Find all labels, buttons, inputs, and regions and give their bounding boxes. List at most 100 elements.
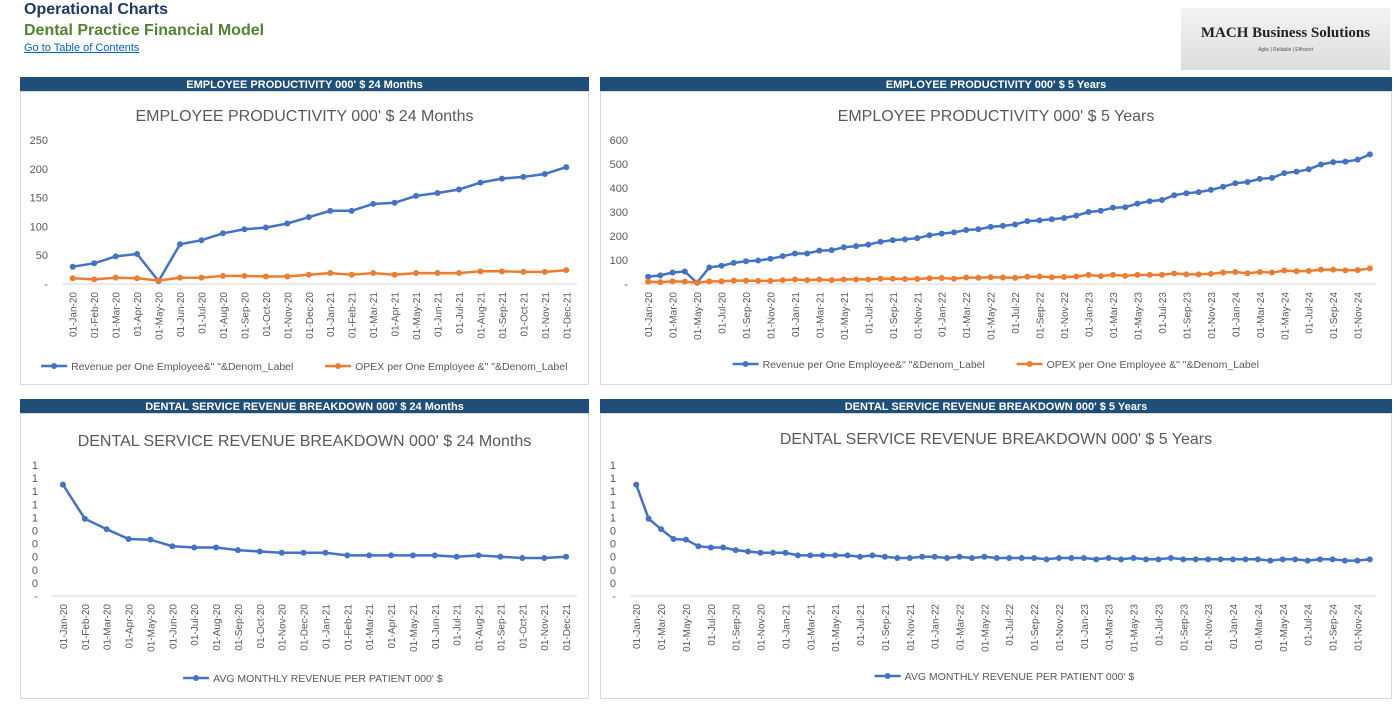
y-tick-label: 200 xyxy=(610,231,628,243)
point xyxy=(1254,556,1261,563)
y-tick-label: 1 xyxy=(32,499,38,511)
x-tick-label: 01-Nov-20 xyxy=(278,604,289,651)
x-tick-label: 01-Mar-22 xyxy=(955,604,966,651)
point xyxy=(455,186,462,193)
point xyxy=(1036,273,1043,280)
point xyxy=(169,543,176,550)
x-tick-label: 01-Mar-21 xyxy=(365,604,376,651)
point xyxy=(322,549,329,556)
x-tick-label: 01-Jul-20 xyxy=(190,604,201,646)
point xyxy=(219,230,226,237)
point xyxy=(305,271,312,278)
x-tick-label: 01-Nov-20 xyxy=(283,292,294,339)
x-tick-label: 01-Jan-20 xyxy=(644,292,655,337)
point xyxy=(657,279,664,286)
x-tick-label: 01-Apr-21 xyxy=(387,604,398,649)
point xyxy=(914,275,921,282)
x-tick-label: 01-Sep-24 xyxy=(1328,604,1339,651)
x-tick-label: 01-May-20 xyxy=(155,292,166,340)
x-tick-label: 01-Jan-21 xyxy=(791,292,802,337)
point xyxy=(1317,161,1324,168)
point xyxy=(718,262,725,269)
x-tick-label: 01-May-23 xyxy=(1130,604,1141,652)
banner-title: EMPLOYEE PRODUCTIVITY 000' $ 24 Months xyxy=(186,79,423,91)
point xyxy=(840,244,847,251)
x-tick-label: 01-Nov-24 xyxy=(1354,292,1365,339)
point xyxy=(498,268,505,275)
y-tick-label: - xyxy=(44,279,48,291)
page-subtitle: Dental Practice Financial Model xyxy=(24,22,265,39)
y-tick-label: 0 xyxy=(32,526,38,538)
point xyxy=(993,555,1000,562)
point xyxy=(213,544,220,551)
point xyxy=(1342,267,1349,274)
point xyxy=(305,214,312,221)
x-tick-label: 01-Oct-21 xyxy=(518,604,529,649)
point xyxy=(657,272,664,279)
point xyxy=(828,277,835,284)
point xyxy=(938,230,945,237)
point xyxy=(999,274,1006,281)
point xyxy=(944,555,951,562)
x-tick-label: 01-Sep-21 xyxy=(881,604,892,651)
point xyxy=(1341,557,1348,564)
point xyxy=(694,279,701,286)
point xyxy=(757,549,764,556)
point xyxy=(1207,270,1214,277)
point xyxy=(853,276,860,283)
point xyxy=(670,536,677,543)
x-tick-label: 01-Jan-24 xyxy=(1231,292,1242,337)
x-tick-label: 01-May-22 xyxy=(980,604,991,652)
point xyxy=(453,553,460,560)
x-tick-label: 01-Jul-22 xyxy=(1005,604,1016,646)
x-tick-label: 01-Mar-20 xyxy=(103,604,114,651)
point xyxy=(1217,556,1224,563)
point xyxy=(1242,556,1249,563)
x-tick-label: 01-Jun-20 xyxy=(168,604,179,649)
point xyxy=(828,247,835,254)
chart-title: DENTAL SERVICE REVENUE BREAKDOWN 000' $ … xyxy=(780,431,1212,448)
y-tick-label: 1 xyxy=(32,460,38,472)
x-tick-label: 01-Jul-21 xyxy=(856,604,867,646)
point xyxy=(906,555,913,562)
point xyxy=(498,175,505,182)
x-tick-label: 01-Jan-24 xyxy=(1229,604,1240,649)
y-tick-label: 100 xyxy=(30,221,48,233)
point xyxy=(198,237,205,244)
x-tick-label: 01-Nov-22 xyxy=(1055,604,1066,651)
point xyxy=(1292,556,1299,563)
point xyxy=(682,536,689,543)
point xyxy=(1158,197,1165,203)
y-tick-label: 0 xyxy=(32,578,38,590)
point xyxy=(902,236,909,243)
toc-link[interactable]: Go to Table of Contents xyxy=(24,42,140,54)
y-tick-label: 1 xyxy=(32,473,38,485)
x-tick-label: 01-May-23 xyxy=(1133,292,1144,340)
point xyxy=(413,192,420,199)
point xyxy=(1330,266,1337,273)
point xyxy=(877,275,884,282)
point xyxy=(1171,192,1178,199)
y-tick-label: 1 xyxy=(32,512,38,524)
point xyxy=(1342,158,1349,165)
point xyxy=(804,277,811,284)
legend-label: OPEX per One Employee &" "&Denom_Label xyxy=(1047,359,1259,371)
y-tick-label: 250 xyxy=(30,135,48,147)
point xyxy=(645,278,652,285)
point xyxy=(1317,266,1324,273)
point xyxy=(241,272,248,279)
point xyxy=(91,276,98,283)
y-tick-label: 1 xyxy=(610,499,616,511)
point xyxy=(963,227,970,233)
point xyxy=(1244,270,1251,277)
point xyxy=(134,251,141,258)
y-tick-label: 300 xyxy=(610,207,628,219)
x-tick-label: 01-May-21 xyxy=(840,292,851,340)
point xyxy=(278,549,285,556)
point xyxy=(877,238,884,245)
x-tick-label: 01-Mar-22 xyxy=(962,292,973,339)
x-tick-label: 01-Sep-21 xyxy=(496,604,507,651)
point xyxy=(300,549,307,556)
point xyxy=(782,549,789,556)
